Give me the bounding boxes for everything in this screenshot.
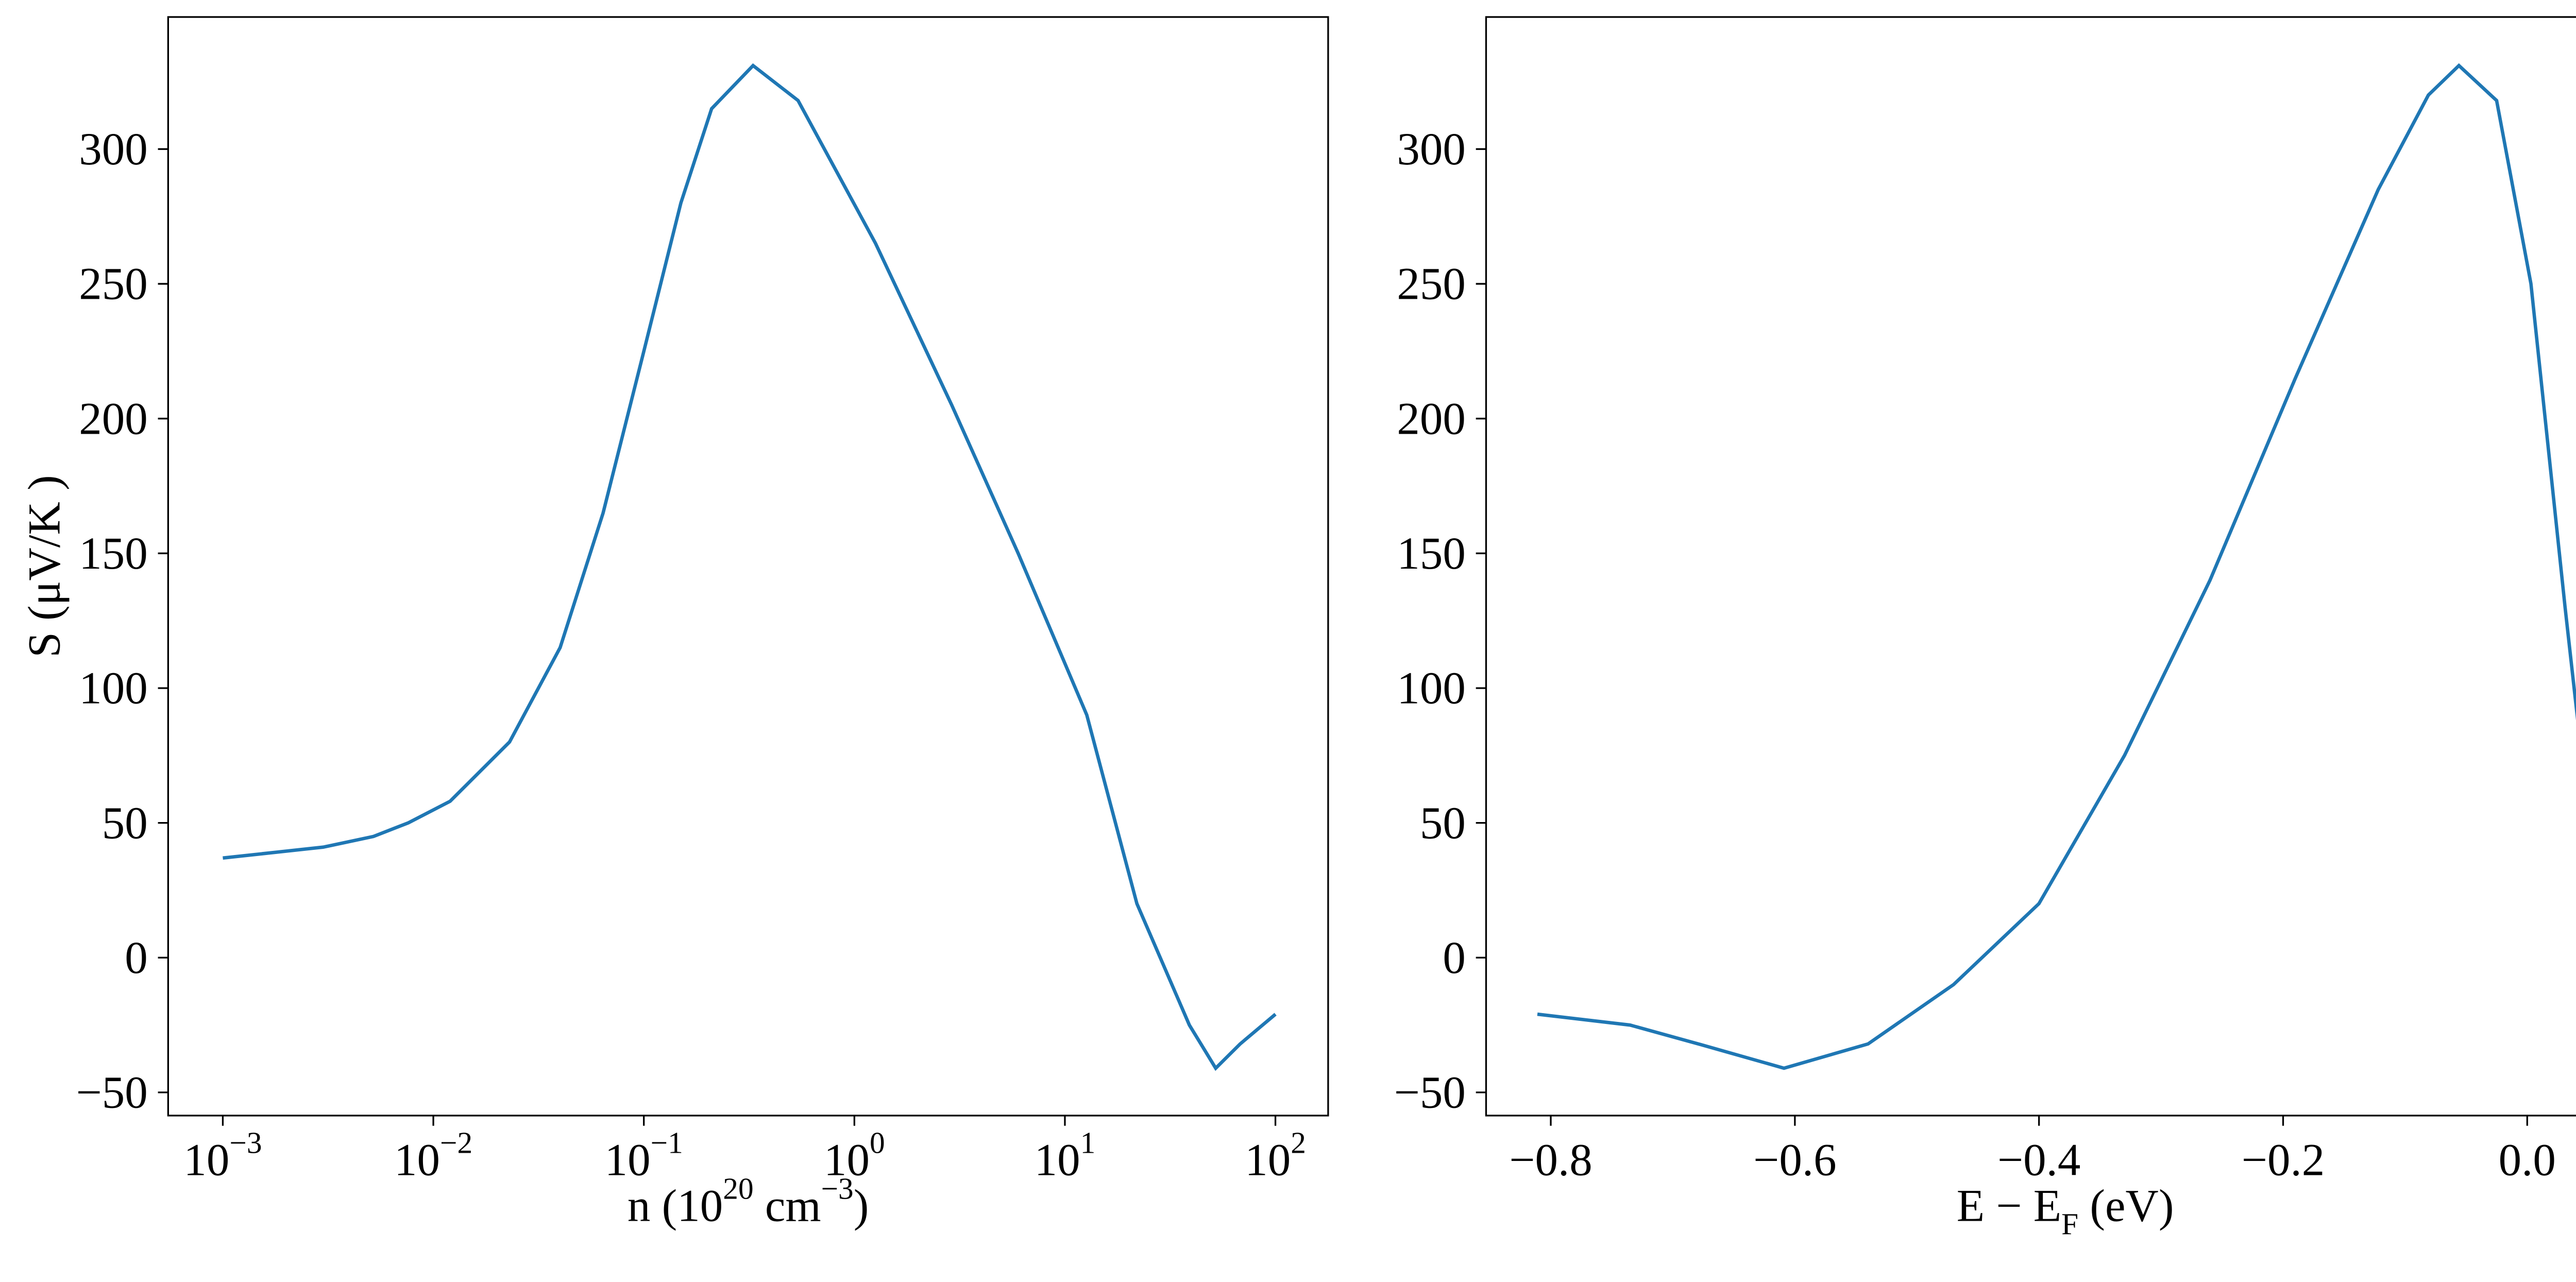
x-tick-label: 101: [1035, 1125, 1096, 1185]
tick-exponent: −2: [440, 1125, 472, 1159]
x-tick-label: 10−2: [394, 1125, 472, 1185]
x-tick-label: 10−3: [183, 1125, 262, 1185]
y-tick-label: 50: [102, 798, 148, 848]
x-axis-label-part: −3: [821, 1171, 854, 1205]
y-tick-label: −50: [76, 1068, 148, 1118]
tick-base: 10: [394, 1135, 440, 1185]
tick-base: 10: [1035, 1135, 1080, 1185]
tick-exponent: 1: [1080, 1125, 1096, 1159]
x-axis-label: E − EF (eV): [1957, 1181, 2174, 1241]
x-tick-label: −0.4: [1997, 1135, 2080, 1185]
y-tick-label: 200: [1397, 394, 1466, 444]
x-axis-label-part: n (10: [628, 1181, 723, 1231]
y-tick-label: 100: [79, 663, 148, 714]
y-tick-label: 150: [1397, 528, 1466, 579]
y-tick-label: 100: [1397, 663, 1466, 714]
y-tick-label: 50: [1420, 798, 1466, 848]
y-tick-label: 300: [1397, 124, 1466, 175]
subplot: −50 0 50 100 150 200 250 300 −0.8 −0.6 −0.4 −0.2 0.0…: [1394, 16, 2576, 1241]
x-axis-label-part: E − E: [1957, 1181, 2061, 1231]
x-tick-label: 0.0: [2499, 1135, 2556, 1185]
y-tick-label: −50: [1394, 1068, 1466, 1118]
data-line: [223, 63, 1277, 1071]
x-axis-label: n (1020 cm−3): [628, 1171, 869, 1231]
y-tick-label: 0: [125, 933, 148, 983]
x-axis-label-part: cm: [754, 1181, 821, 1231]
tick-exponent: −3: [229, 1125, 262, 1159]
tick-base: −0.6: [1753, 1135, 1836, 1185]
x-tick-label: 102: [1245, 1125, 1306, 1185]
plot-frame: [1485, 16, 2576, 1117]
y-tick-label: 200: [79, 394, 148, 444]
x-tick-label: −0.8: [1509, 1135, 1592, 1185]
x-tick-label: −0.2: [2242, 1135, 2325, 1185]
y-tick-label: 250: [79, 259, 148, 310]
y-tick-label: 300: [79, 124, 148, 175]
x-axis-label-part: (eV): [2078, 1181, 2174, 1231]
x-axis-label-part: ): [854, 1181, 869, 1231]
tick-base: 10: [605, 1135, 651, 1185]
y-tick-label: 0: [1443, 933, 1466, 983]
x-tick-label: 100: [824, 1125, 885, 1185]
x-tick-label: 10−1: [605, 1125, 683, 1185]
tick-exponent: 2: [1291, 1125, 1306, 1159]
y-tick-label: 150: [79, 528, 148, 579]
tick-exponent: −1: [651, 1125, 683, 1159]
tick-base: 10: [1245, 1135, 1291, 1185]
tick-exponent: 0: [870, 1125, 885, 1159]
plot-frame: [167, 16, 1329, 1117]
y-tick-label: 250: [1397, 259, 1466, 310]
tick-base: −0.4: [1997, 1135, 2080, 1185]
tick-base: 0.0: [2499, 1135, 2556, 1185]
tick-base: −0.8: [1509, 1135, 1592, 1185]
tick-base: 10: [824, 1135, 870, 1185]
data-line: [1537, 63, 2576, 1070]
x-axis-label-part: F: [2061, 1207, 2078, 1241]
y-axis-label: S (μV/K ): [19, 475, 70, 657]
tick-base: 10: [183, 1135, 229, 1185]
tick-base: −0.2: [2242, 1135, 2325, 1185]
x-axis-label-part: 20: [723, 1171, 753, 1205]
x-tick-label: −0.6: [1753, 1135, 1836, 1185]
